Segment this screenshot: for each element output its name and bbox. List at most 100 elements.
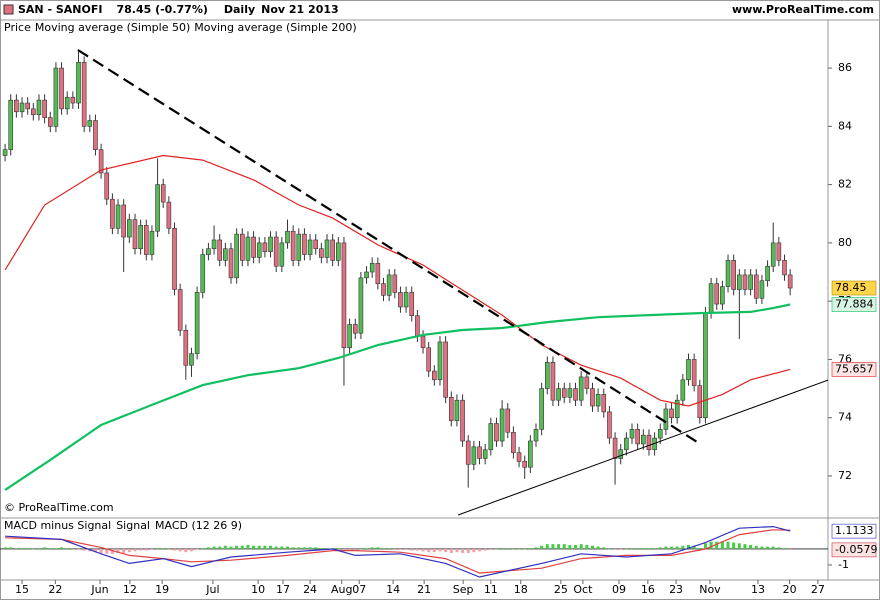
macd-histogram-bar [325,548,329,549]
candle-body [2,149,8,156]
candle-body [166,201,172,229]
candle-body [646,434,652,451]
macd-histogram-bar [760,546,764,549]
macd-histogram-bar [483,548,487,551]
candle-body [98,149,104,174]
macd-histogram-bar [297,547,301,549]
candle-body [663,408,669,430]
last-price-tag-box [831,280,877,296]
candle-body [657,429,663,439]
candle-body [194,292,200,354]
macd-histogram-bar [359,548,363,550]
macd-histogram-bar [178,548,182,552]
macd-histogram-bar [506,548,510,549]
x-tick-label: Oct [573,583,593,596]
header-text: 78.45 (-0.77%) [116,3,207,16]
candle-body [200,254,206,293]
macd-histogram-bar [517,548,521,550]
candle-body [680,379,686,401]
macd-histogram-bar [630,548,634,549]
candle-body [206,248,211,255]
candle-body [104,172,110,200]
x-tick-label: 18 [514,583,528,596]
candle-body [240,233,245,261]
candle-body [245,236,251,261]
y-tick-label: 80 [838,236,852,249]
candle-body [494,423,499,442]
macd-histogram-bar [82,548,86,551]
candle-body [403,292,409,308]
macd-histogram-bar [478,548,482,552]
macd-histogram-bar [105,548,109,554]
macd-histogram-bar [348,548,352,551]
candle-body [352,324,358,334]
candle-body [708,283,714,314]
macd-histogram-bar [692,545,696,549]
candle-body [341,242,347,349]
macd-histogram-bar [777,547,781,549]
candle-body [319,248,324,258]
candle-body [302,233,307,255]
candle-body [635,429,640,445]
macd-histogram-bar [77,548,81,550]
macd-histogram-bar [184,548,188,553]
candle-body [364,271,369,279]
candle-body [748,274,753,290]
candle-body [426,347,431,372]
x-tick-label: 19 [155,583,169,596]
macd-value-tag-box [831,523,877,539]
candle-body [70,96,76,104]
macd-histogram-bar [54,548,58,549]
macd-histogram-bar [223,545,227,549]
candle-body [25,102,30,110]
macd-histogram-bar [432,548,436,553]
macd-histogram-bar [686,544,690,549]
macd-histogram-bar [653,548,657,549]
macd-histogram-bar [189,548,193,552]
y-tick-label: 86 [838,61,852,74]
macd-histogram-bar [167,548,171,550]
macd-histogram-bar [382,548,386,549]
candle-body [454,399,460,421]
macd-legend-entry: MACD minus Signal [4,519,111,532]
candle-body [313,239,319,250]
header-text: Nov 21 2013 [261,3,339,16]
macd-histogram-bar [415,548,419,551]
ma-value-tag: 77.884 [835,298,874,311]
macd-histogram-bar [150,548,154,550]
candle-body [76,61,81,104]
candle-body [211,239,217,250]
macd-histogram-bar [116,548,120,553]
macd-legend-entry: MACD (12 26 9) [155,519,242,532]
candle-body [720,286,725,305]
macd-histogram-bar [285,546,289,549]
candle-body [488,423,494,451]
candle-body [358,277,364,334]
legend-label: Price [4,21,31,34]
candle-body [375,262,381,284]
macd-histogram-bar [494,548,498,550]
candle-body [53,67,59,127]
candle-body [460,399,465,442]
candle-body [776,242,782,261]
macd-histogram-bar [376,547,380,549]
candle-body [607,411,612,439]
y-tick-label: 72 [838,469,852,482]
macd-histogram-bar [528,548,532,549]
candle-body [420,335,426,349]
macd-histogram-bar [675,546,679,549]
macd-histogram-bar [212,546,216,549]
macd-histogram-bar [127,548,131,553]
macd-histogram-bar [336,548,340,549]
macd-histogram-bar [438,548,442,552]
candle-body [499,408,505,442]
ma-value-tag-box [831,297,877,312]
macd-histogram-bar [110,548,114,554]
macd-histogram-bar [398,548,402,550]
macd-histogram-bar [500,548,504,549]
macd-histogram-bar [20,548,24,549]
macd-histogram-bar [534,547,538,549]
macd-histogram-bar [540,545,544,549]
